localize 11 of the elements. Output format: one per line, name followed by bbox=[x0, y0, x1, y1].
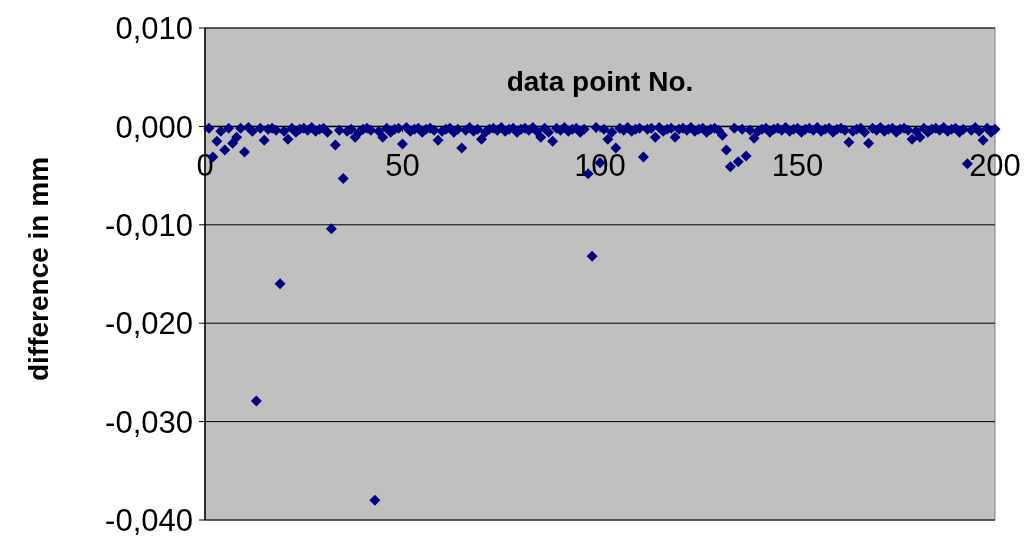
y-tick-label: 0,000 bbox=[115, 109, 193, 145]
y-axis-title: difference in mm bbox=[23, 156, 54, 382]
y-tick-label: -0,010 bbox=[105, 207, 193, 243]
x-axis-title: data point No. bbox=[506, 66, 694, 97]
y-tick-label: 0,010 bbox=[115, 11, 193, 47]
y-tick-label: -0,030 bbox=[105, 404, 193, 440]
y-tick-label: -0,020 bbox=[105, 306, 193, 342]
x-tick-label: 150 bbox=[771, 148, 824, 184]
x-tick-label: 200 bbox=[969, 148, 1021, 184]
y-tick-label: -0,040 bbox=[105, 503, 193, 539]
x-tick-label: 50 bbox=[385, 148, 420, 184]
